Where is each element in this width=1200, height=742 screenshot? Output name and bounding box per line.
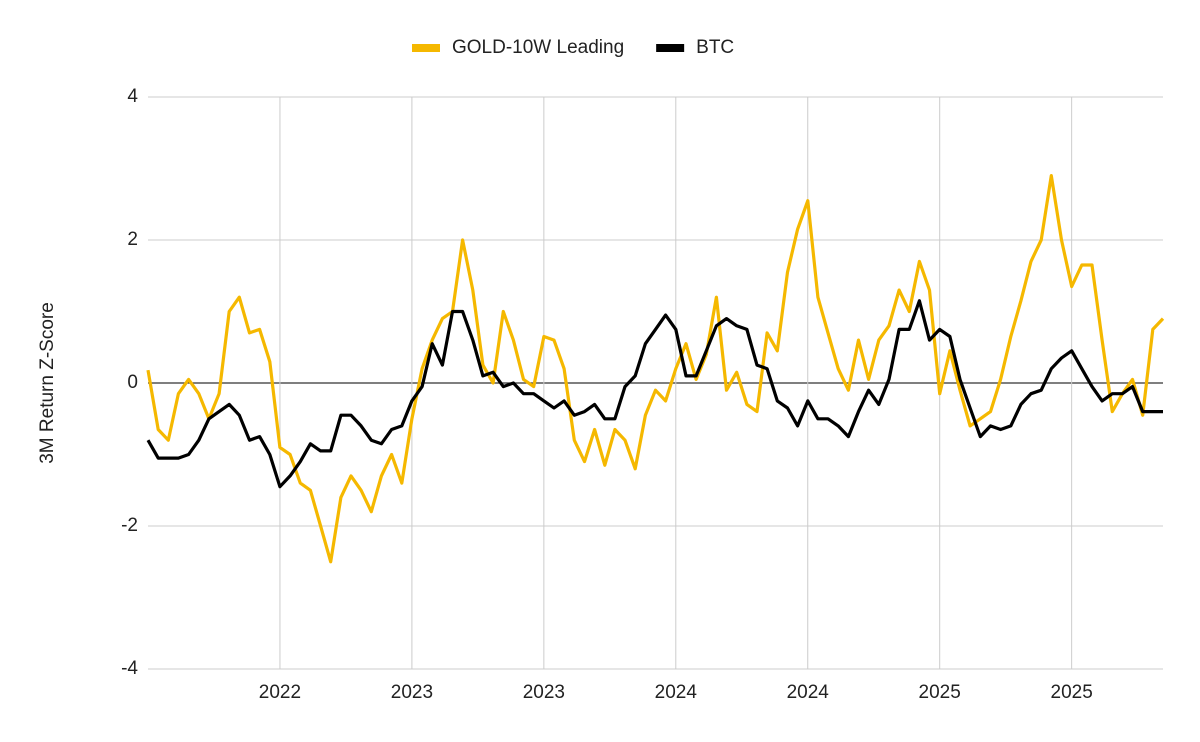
x-tick-label: 2025: [919, 682, 961, 703]
x-tick-label: 2023: [391, 682, 433, 703]
x-tick-label: 2023: [523, 682, 565, 703]
legend-swatch: [656, 44, 685, 52]
legend-swatch: [412, 44, 440, 52]
y-axis-label: 3M Return Z-Score: [37, 302, 58, 464]
y-tick-label: -2: [121, 515, 138, 536]
x-tick-label: 2025: [1051, 682, 1093, 703]
legend-label: BTC: [696, 37, 734, 58]
x-tick-label: 2024: [787, 682, 830, 703]
series-line: [146, 174, 1165, 564]
y-tick-label: 0: [127, 372, 138, 393]
y-tick-label: 4: [127, 86, 138, 107]
y-tick-label: 2: [127, 229, 138, 250]
legend: GOLD-10W Leading BTC: [412, 37, 734, 58]
y-tick-label: -4: [121, 658, 138, 679]
series-line: [146, 299, 1163, 489]
x-tick-label: 2022: [259, 682, 301, 703]
legend-label: GOLD-10W Leading: [452, 37, 624, 58]
x-tick-label: 2024: [655, 682, 698, 703]
